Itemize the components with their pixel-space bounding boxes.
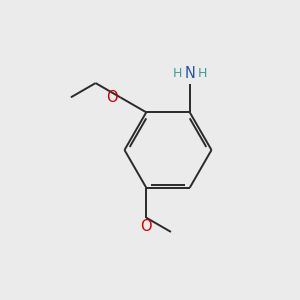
Text: N: N [184,66,195,81]
Text: H: H [172,67,182,80]
Text: O: O [106,90,118,105]
Text: H: H [198,67,207,80]
Text: O: O [140,219,152,234]
